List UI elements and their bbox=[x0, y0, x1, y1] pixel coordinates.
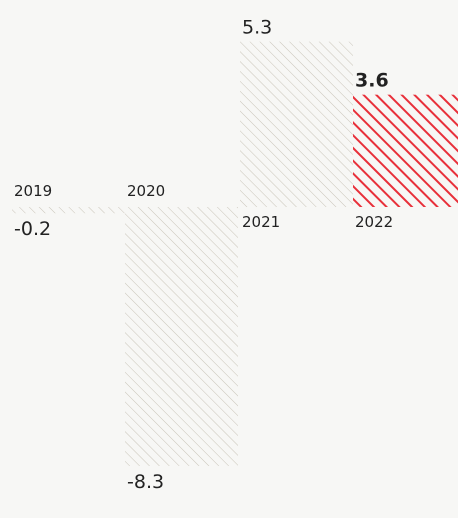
bar-2022 bbox=[353, 94, 458, 207]
bar-2020 bbox=[125, 207, 238, 466]
year-label-2021: 2021 bbox=[242, 213, 280, 231]
bar-2021 bbox=[240, 41, 353, 207]
bar-2019 bbox=[12, 207, 125, 214]
value-label-2020: -8.3 bbox=[127, 471, 164, 493]
value-label-2021: 5.3 bbox=[242, 17, 272, 39]
year-label-2020: 2020 bbox=[127, 182, 165, 200]
year-label-2019: 2019 bbox=[14, 182, 52, 200]
value-label-2019: -0.2 bbox=[14, 218, 51, 240]
year-label-2022: 2022 bbox=[355, 213, 393, 231]
value-label-2022: 3.6 bbox=[355, 70, 389, 92]
labels: 2019 -0.2 2020 -8.3 2021 5.3 2022 3.6 bbox=[14, 17, 393, 493]
bars bbox=[12, 41, 458, 466]
